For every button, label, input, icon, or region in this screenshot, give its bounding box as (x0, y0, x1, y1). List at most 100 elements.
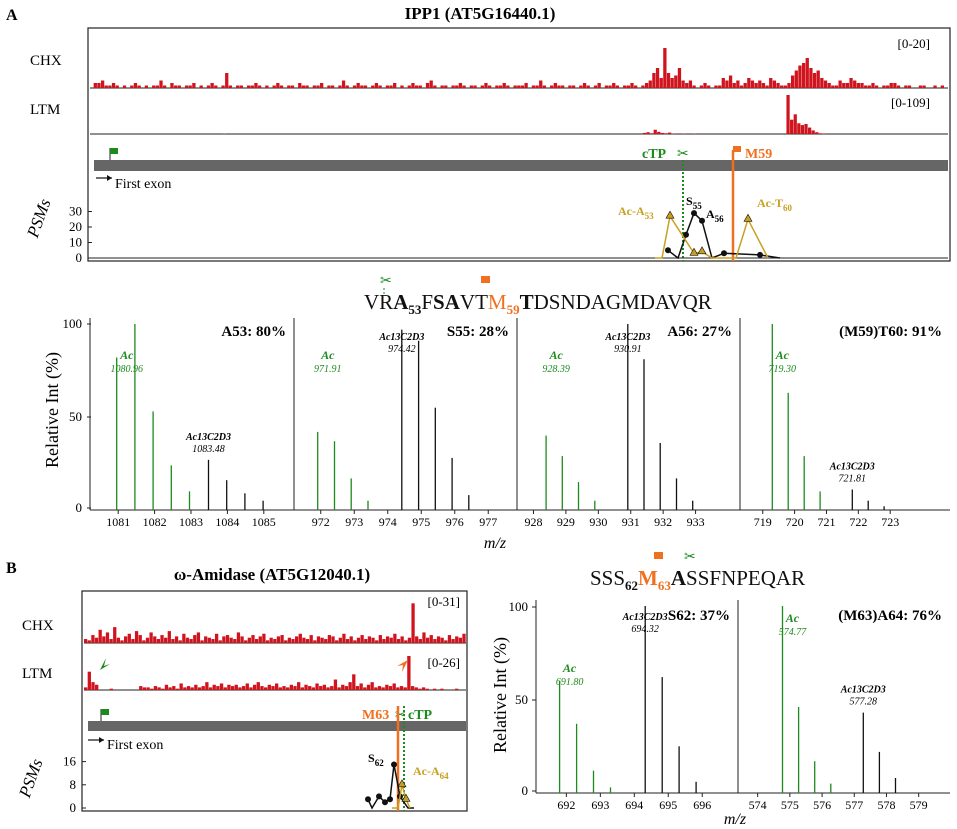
panel-a-chx-bar (655, 68, 660, 88)
panel-a-chx-bar (360, 85, 364, 88)
panel-a-title: IPP1 (AT5G16440.1) (405, 4, 556, 23)
panel-b-ltm-bar (245, 683, 249, 690)
panel-a-chx-bar (371, 85, 375, 88)
panel-a-spectrum-3-xtick-label: 933 (687, 515, 705, 529)
panel-b-chx-bar (316, 636, 321, 643)
panel-a-letter: A (6, 7, 18, 24)
panel-a-chx-bar (433, 85, 437, 88)
panel-b-ltm-bar (421, 687, 426, 690)
panel-a-chx-bar (539, 80, 543, 88)
panel-b-chx-bar (331, 636, 335, 643)
panel-b-spectrum-2-black-label: Ac13C2D3 (840, 685, 886, 696)
panel-a-chx-bar (896, 85, 901, 88)
panel-a-chx-bar (305, 85, 309, 88)
panel-a-chx-bar (707, 85, 711, 88)
panel-b-chx-bar (251, 635, 255, 643)
panel-b-psm-gold-triangle (401, 793, 411, 802)
panel-a-chx-bar (736, 80, 740, 88)
panel-b-chx-bar (102, 636, 106, 643)
panel-b-chx-bar (353, 640, 357, 643)
panel-a-chx-bar (393, 83, 397, 88)
panel-a-chx-bar (714, 85, 718, 88)
panel-b-chx-bar (229, 637, 233, 643)
panel-b-ltm-bar (311, 687, 316, 690)
panel-b-chx-bar (404, 640, 408, 643)
panel-a-chx-bar (152, 85, 156, 88)
panel-a-chx-bar (100, 80, 105, 88)
panel-a-chx-bar (743, 83, 747, 88)
panel-a-chx-bar (732, 83, 736, 88)
panel-b-chx-bar (258, 636, 262, 643)
panel-a-chx-bar (484, 83, 488, 88)
panel-b-ltm-bar (293, 686, 297, 690)
panel-b-psm-black-point (365, 796, 371, 803)
panel-a-xlabel: m/z (484, 535, 507, 552)
panel-b-chx-bar (262, 633, 266, 643)
panel-b-ltm-bar (172, 686, 176, 690)
panel-a-chx-bar (630, 83, 634, 88)
panel-a-ltm-bar (664, 133, 668, 134)
panel-a-chx-bar (907, 85, 912, 88)
panel-a-spectrum-3-green-label: Ac (548, 348, 563, 362)
panel-a-chx-bar (250, 85, 254, 88)
panel-a-chx-bar (783, 85, 787, 88)
panel-b-chx-bar (371, 637, 375, 643)
panel-a-chx-bar (582, 83, 587, 88)
panel-b-m63-label: M63 (362, 708, 389, 723)
panel-a-chx-bar (838, 80, 842, 88)
panel-b-chx-bar (385, 636, 390, 643)
panel-a-chx-bar (316, 85, 320, 88)
panel-a-psm-ytick-label: 20 (69, 219, 82, 234)
panel-b-chx-bar (295, 636, 299, 643)
panel-b-scissors-icon: ✂ (395, 707, 406, 722)
panel-b-ltm-range: [0-26] (428, 655, 461, 670)
panel-b-psm-ylabel: PSMs (15, 756, 47, 801)
panel-a-chx-bar (681, 80, 685, 88)
panel-a-chx-bar (400, 85, 404, 88)
panel-a-chx-bar (634, 85, 638, 88)
panel-b-psm-black-point (391, 761, 397, 768)
panel-b-chx-bar (360, 635, 364, 643)
panel-b-ltm-bar (370, 682, 374, 690)
panel-b-spectra-ytick-label: 50 (515, 692, 528, 707)
panel-a-chx-bar (663, 48, 667, 88)
panel-a-sequence: VRA53FSAVTM59TDSNDAGMDAVQR (364, 290, 712, 317)
panel-b-ltm-bar (249, 687, 253, 690)
panel-b-ltm-bar (352, 674, 356, 690)
panel-b-chx-bar (458, 637, 462, 643)
panel-b-chx-bar (407, 637, 412, 643)
panel-b-ltm-bar (197, 687, 202, 690)
panel-a-chx-bar (692, 85, 696, 88)
panel-a-chx-bar (221, 85, 225, 88)
panel-a-chx-bar (199, 85, 203, 88)
panel-b-spectrum-1-xtick-label: 693 (591, 798, 609, 812)
panel-a-chx-bar (520, 85, 525, 88)
panel-a-chx-bar (612, 83, 616, 88)
panel-a-chx-bar (867, 85, 871, 88)
panel-b-chx-bar (131, 639, 135, 643)
panel-a-spectrum-2-black-mz: 974.42 (388, 344, 416, 355)
panel-b-spectrum-2-black-mz: 577.28 (850, 697, 878, 708)
panel-b-spectrum-1-xtick-label: 696 (693, 798, 711, 812)
panel-b-ltm-bar (153, 686, 158, 690)
panel-b-chx-bar (298, 633, 302, 643)
panel-a-chx-bar (688, 80, 693, 88)
panel-a-chx-bar (754, 83, 758, 88)
panel-a-spectrum-3-xtick-label: 931 (622, 515, 640, 529)
panel-a-chx-bar (173, 85, 178, 88)
panel-a-chx-bar (440, 85, 444, 88)
panel-a-chx-bar (254, 83, 258, 88)
panel-b-ltm-bar (337, 687, 341, 690)
panel-a-spectrum-1-green-mz: 1080.96 (110, 364, 143, 375)
panel-b-ltm-bar (344, 686, 349, 690)
panel-a-chx-bar (108, 85, 112, 88)
panel-a-psm-black-point (721, 250, 727, 257)
panel-a-spectrum-4-xtick-label: 719 (754, 515, 772, 529)
panel-b-letter: B (6, 560, 17, 577)
panel-b-ltm-bar (363, 687, 367, 690)
panel-b-xlabel: m/z (724, 811, 747, 828)
panel-a-chx-bar (228, 85, 233, 88)
panel-a-chx-bar (641, 85, 645, 88)
panel-b-spectrum-1-xtick-label: 695 (659, 798, 677, 812)
panel-b-spectra-ytick-label: 0 (522, 783, 529, 798)
